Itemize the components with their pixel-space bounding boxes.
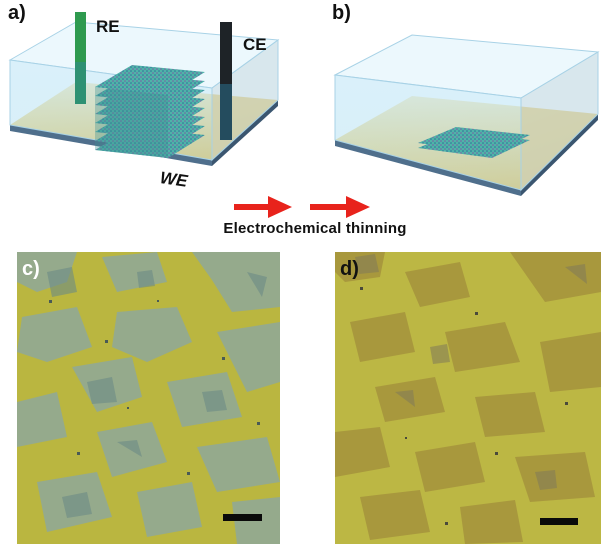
panel-label-a: a) [8, 2, 26, 24]
we-label: WE [158, 168, 189, 191]
process-caption: Electrochemical thinning [223, 220, 407, 237]
ce-label: CE [243, 35, 267, 54]
scale-bar-c [223, 514, 262, 521]
layer-stack-thinned [418, 127, 530, 158]
arrow-right-icon [310, 196, 370, 218]
micrograph-c [17, 252, 280, 544]
cell-a [8, 12, 280, 166]
panel-label-c: c) [22, 258, 40, 280]
scale-bar-d [540, 518, 578, 525]
re-label: RE [96, 17, 120, 36]
reference-electrode [75, 12, 86, 104]
electrolyte-side-b [520, 51, 599, 192]
micrograph-d-texture [335, 252, 601, 544]
arrow-right-icon [234, 196, 292, 218]
schematic-figure [8, 12, 600, 218]
micrograph-d [335, 252, 601, 544]
panel-label-b: b) [332, 2, 351, 24]
micrograph-c-texture [17, 252, 280, 544]
process-arrows [234, 196, 370, 218]
cell-b [333, 34, 600, 196]
layer-stack-thick [95, 65, 205, 158]
panel-label-d: d) [340, 258, 359, 280]
